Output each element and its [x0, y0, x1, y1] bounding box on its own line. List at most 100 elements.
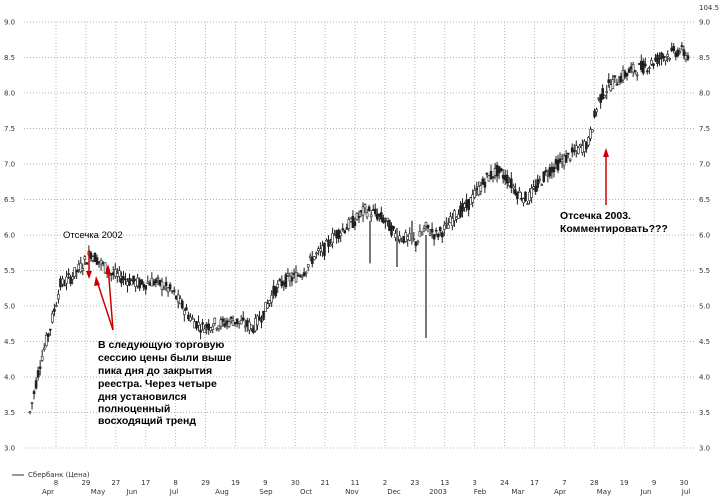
candle-body [613, 75, 617, 78]
candle-body [254, 318, 257, 332]
candle-body [554, 159, 558, 165]
right-axis-top-label: 104.5 [699, 4, 719, 12]
candle-body [308, 255, 312, 258]
candle-body [239, 320, 243, 325]
candle-body [323, 242, 326, 256]
candle-body [93, 252, 97, 262]
y-tick-left: 5.0 [4, 303, 15, 311]
candle-body [540, 184, 544, 186]
candle-body [676, 49, 680, 57]
candle-body [542, 171, 546, 182]
candle-body [662, 55, 665, 58]
candle-body [205, 323, 208, 328]
candle-body [164, 281, 168, 287]
x-day-label: 29 [201, 479, 210, 487]
x-day-label: 23 [410, 479, 419, 487]
candle-body [449, 216, 452, 224]
candle-body [339, 232, 343, 236]
candle-body [142, 283, 146, 288]
candle-body [633, 70, 637, 72]
candle-body [611, 79, 615, 89]
note-line-2: сессию цены были выше [98, 352, 232, 364]
candle-body [493, 168, 497, 176]
candle-body [351, 215, 355, 228]
candle-body [457, 214, 460, 219]
candle-body [174, 295, 178, 300]
candle-body [534, 185, 537, 192]
candle-body [574, 145, 578, 151]
candle-body [418, 230, 422, 237]
y-tick-left: 3.5 [4, 409, 15, 417]
candle-body [621, 70, 625, 81]
y-tick-left: 3.0 [4, 445, 15, 453]
candle-body [51, 313, 54, 323]
candle-body [507, 182, 511, 186]
candle-body [152, 281, 156, 285]
annotation-2002: Отсечка 2002 [63, 230, 123, 331]
candle-body [170, 290, 174, 293]
candle-body [298, 274, 302, 277]
candle-body [101, 262, 105, 265]
candle-body [223, 323, 227, 327]
candle-body [438, 226, 442, 232]
x-day-label: 2 [383, 479, 387, 487]
candle-body [505, 174, 509, 184]
candle-body [585, 142, 588, 150]
note-line-3: пика дня до закрытия [98, 365, 212, 377]
x-month-label: Feb [474, 488, 487, 496]
y-axis-right: 3.0 3.5 4.0 4.5 5.0 5.5 6.0 6.5 7.0 7.5 8.0 8.5 9.0 [699, 19, 710, 453]
candle-body [583, 141, 586, 152]
candle-body [325, 239, 328, 242]
candle-body [59, 278, 62, 288]
candle-body [79, 262, 83, 273]
candle-body [199, 329, 202, 333]
legend: Сбербанк (Цена) [12, 471, 90, 479]
candle-body [144, 285, 148, 290]
candle-body [349, 218, 353, 222]
x-month-label: Dec [387, 488, 401, 496]
candle-body [546, 174, 550, 177]
candle-body [503, 174, 507, 181]
x-day-label: 7 [562, 479, 566, 487]
candle-body [572, 150, 576, 153]
candle-body [245, 320, 249, 327]
y-tick-left: 7.0 [4, 161, 15, 169]
candle-body [639, 60, 643, 70]
candle-body [361, 206, 365, 216]
candle-body [426, 224, 430, 229]
candle-body [81, 268, 85, 271]
y-tick-left: 7.5 [4, 125, 15, 133]
candle-body [615, 83, 619, 86]
x-month-label: Mar [511, 488, 524, 496]
candle-body [402, 236, 405, 243]
candle-body [286, 273, 290, 276]
candle-body [280, 280, 284, 287]
candle-body [233, 321, 237, 324]
candle-body [162, 287, 166, 290]
x-day-label: 11 [351, 479, 360, 487]
candle-body [55, 304, 58, 307]
candle-body [49, 328, 52, 331]
candle-body [686, 55, 690, 60]
candle-body [654, 57, 657, 61]
candle-body [85, 262, 89, 265]
candle-body [252, 328, 255, 333]
arrow-2003-head [603, 148, 609, 157]
x-month-label: Apr [554, 488, 566, 496]
candle-body [369, 214, 373, 218]
candle-body [134, 280, 137, 287]
candle-body [176, 294, 180, 303]
candle-body [156, 277, 160, 279]
candle-body [587, 137, 590, 146]
candle-body [400, 240, 403, 242]
candle-body [294, 272, 298, 283]
candle-body [329, 244, 332, 247]
candle-body [459, 205, 462, 217]
candle-body [416, 240, 420, 244]
candle-body [335, 230, 338, 239]
x-month-label: Jul [681, 488, 691, 496]
candle-body [432, 234, 436, 240]
candle-body [288, 276, 292, 282]
candle-body [646, 70, 649, 73]
x-month-label: Nov [345, 488, 359, 496]
